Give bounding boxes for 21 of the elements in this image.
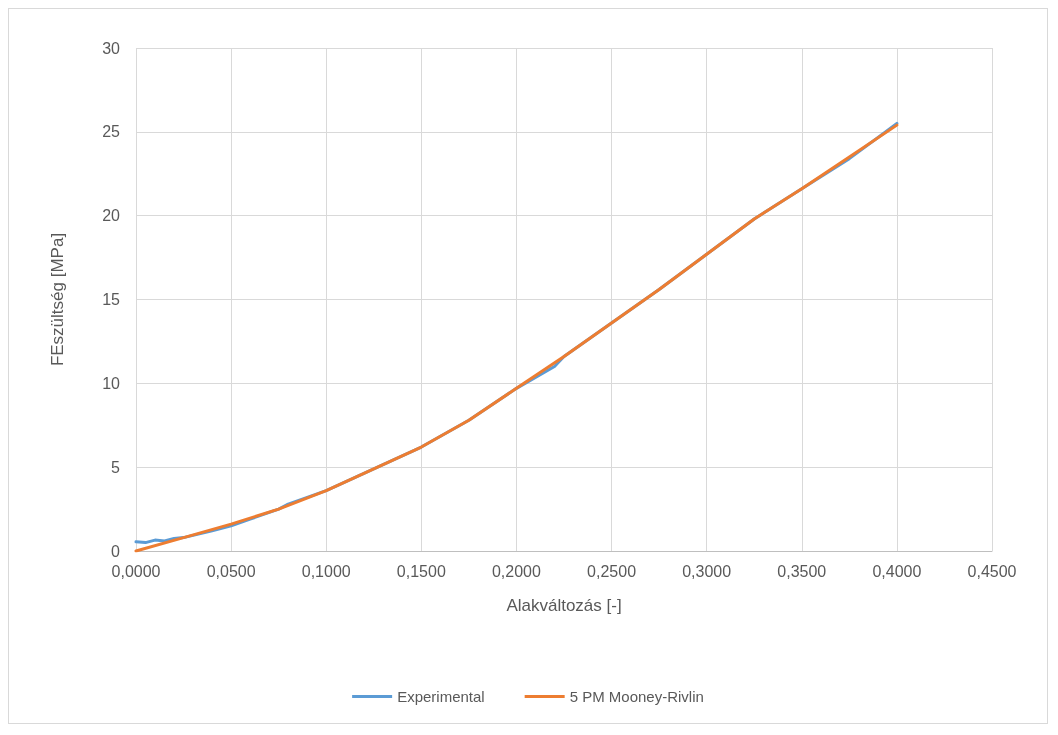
y-tick-label: 5 — [111, 458, 121, 476]
x-tick-label: 0,1000 — [301, 562, 351, 580]
x-tick-label: 0,3000 — [682, 562, 732, 580]
y-tick-label: 20 — [102, 207, 121, 225]
x-tick-label: 0,1500 — [396, 562, 446, 580]
y-axis-title: FEszültség [MPa] — [48, 232, 67, 367]
x-tick-label: 0,4500 — [967, 562, 1017, 580]
x-axis-title: Alakváltozás [-] — [506, 596, 622, 615]
x-tick-label: 0,4000 — [872, 562, 922, 580]
y-tick-label: 25 — [102, 123, 121, 141]
y-tick-label: 30 — [102, 39, 121, 57]
x-tick-label: 0,0500 — [206, 562, 256, 580]
legend-label: 5 PM Mooney-Rivlin — [569, 688, 704, 705]
x-tick-label: 0,0000 — [111, 562, 161, 580]
y-tick-label: 0 — [111, 542, 121, 560]
y-tick-label: 10 — [102, 374, 121, 392]
y-tick-label: 15 — [102, 291, 121, 308]
x-tick-label: 0,3500 — [777, 562, 827, 580]
legend-label: Experimental — [397, 688, 485, 705]
x-tick-label: 0,2500 — [587, 562, 637, 580]
x-tick-label: 0,2000 — [491, 562, 542, 580]
